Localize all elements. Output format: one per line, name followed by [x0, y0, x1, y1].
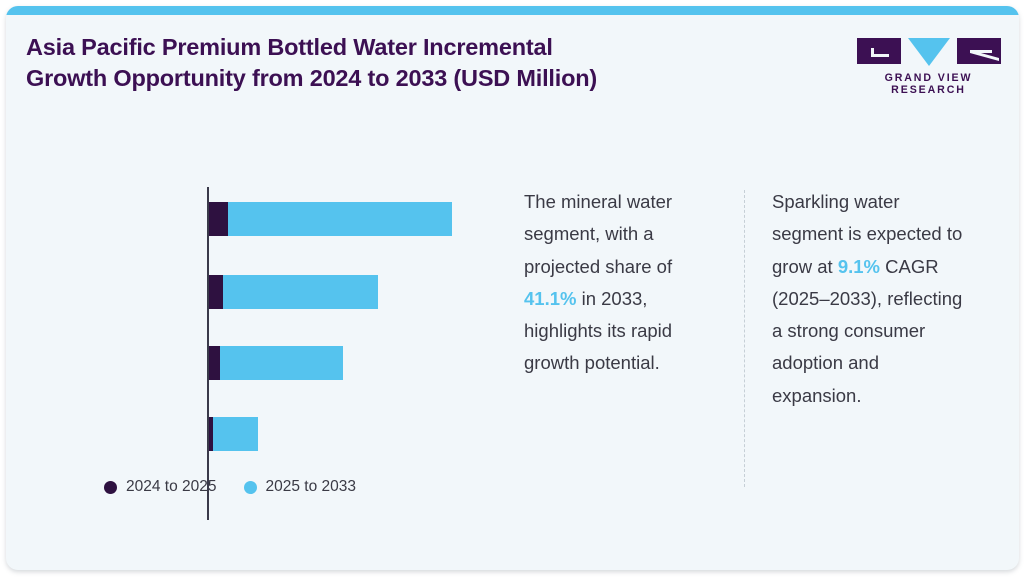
legend-item-2025-2033: 2025 to 2033: [243, 478, 357, 496]
bar-segment-2024-2025: [209, 417, 213, 451]
bar-row: [209, 202, 452, 236]
bar-segment-2025-2033: [220, 346, 343, 380]
bar-segment-2024-2025: [209, 275, 223, 309]
insight-mineral-water: The mineral water segment, with a projec…: [524, 186, 729, 380]
bar-row: [209, 346, 343, 380]
logo-wordmark: GRAND VIEW RESEARCH: [884, 72, 973, 96]
legend-swatch-icon: [243, 480, 257, 494]
bar-segment-2025-2033: [213, 417, 258, 451]
header: Asia Pacific Premium Bottled Water Incre…: [6, 15, 1019, 107]
insight-sparkling-water: Sparkling water segment is expected to g…: [772, 186, 972, 412]
legend-item-2024-2025: 2024 to 2025: [104, 478, 217, 496]
bar-chart: Mineral Water Spring Water Sparkling Wat…: [6, 107, 476, 527]
bar-segment-2025-2033: [228, 202, 452, 236]
insight-panels: The mineral water segment, with a projec…: [524, 186, 1004, 496]
insight-text-before: Sparkling water segment is expected to g…: [772, 191, 963, 277]
gvr-logo-icon: [857, 38, 1001, 66]
insight-text-before: The mineral water segment, with a projec…: [524, 191, 673, 277]
y-axis-line: [207, 187, 209, 520]
bar-row: [209, 417, 258, 451]
grand-view-research-logo: GRAND VIEW RESEARCH: [851, 37, 1006, 96]
bar-segment-2025-2033: [223, 275, 378, 309]
page-title: Asia Pacific Premium Bottled Water Incre…: [26, 32, 746, 94]
legend-swatch-icon: [104, 480, 117, 494]
insight-text-after: CAGR (2025–2033), reflecting a strong co…: [772, 255, 963, 406]
page-title-line-2: Growth Opportunity from 2024 to 2033 (US…: [26, 65, 598, 91]
bar-segment-2024-2025: [209, 346, 220, 380]
insight-divider: [744, 190, 745, 487]
insight-highlight-cagr: 9.1%: [837, 255, 880, 277]
infographic-card: Asia Pacific Premium Bottled Water Incre…: [6, 6, 1019, 570]
bar-row: [209, 275, 378, 309]
page-title-line-1: Asia Pacific Premium Bottled Water Incre…: [26, 34, 553, 60]
chart-legend: 2024 to 2025 2025 to 2033: [104, 478, 356, 496]
insight-text-after: in 2033, highlights its rapid growth pot…: [524, 287, 673, 374]
insight-highlight-share: 41.1%: [524, 287, 577, 309]
plot-area: [207, 187, 457, 520]
legend-label: 2024 to 2025: [126, 478, 217, 495]
top-accent-bar: [6, 6, 1019, 15]
bar-segment-2024-2025: [209, 202, 228, 236]
legend-label: 2025 to 2033: [265, 478, 357, 495]
